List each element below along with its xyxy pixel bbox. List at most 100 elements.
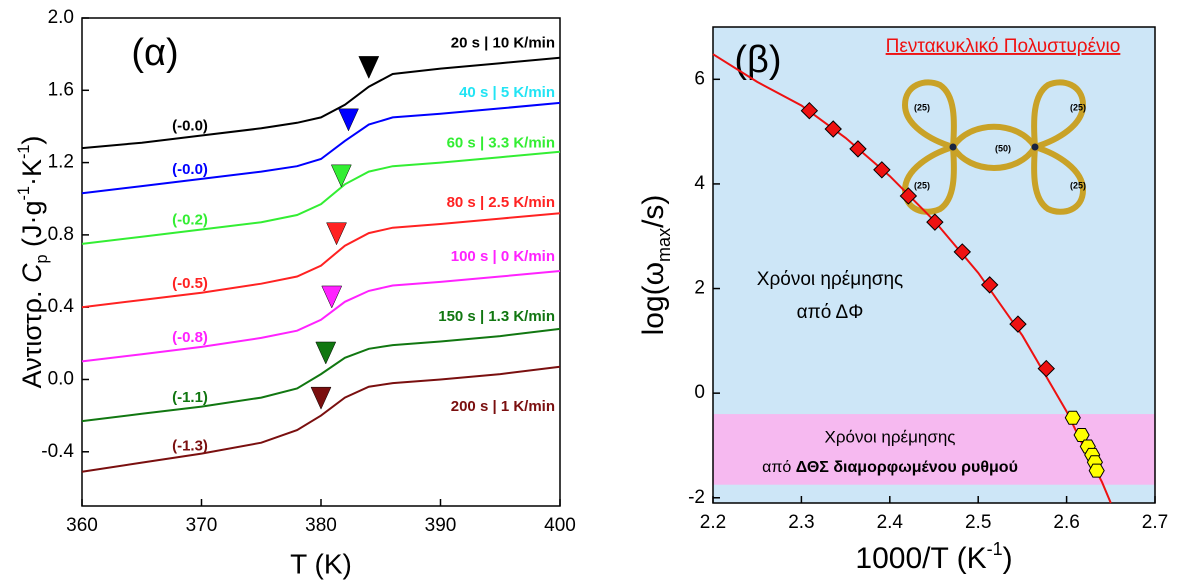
series-name: 200 s | 1 K/min	[451, 398, 555, 415]
annotation: από ΔΦ	[797, 302, 864, 323]
point	[849, 140, 867, 158]
x-tick-label: 390	[425, 515, 457, 536]
polymer-illustration	[901, 79, 1087, 215]
label-part: -1	[15, 186, 33, 200]
loop-label: (25)	[1070, 102, 1086, 112]
x-tick-label: 2.3	[788, 512, 814, 533]
point	[1037, 359, 1055, 378]
curve	[81, 150, 561, 245]
point	[980, 276, 999, 294]
curve-annotation: (-0.2)	[172, 212, 208, 229]
x-tick-label: 370	[186, 515, 218, 536]
label-part: από	[762, 459, 796, 476]
curve-annotation: (-0.0)	[172, 161, 208, 178]
axis-label: log(ωmax/s)	[637, 195, 674, 336]
plot-frame	[712, 26, 1156, 504]
curve-annotation: (-0.5)	[172, 275, 208, 292]
panel-label: (β)	[734, 39, 781, 81]
tg-marker	[310, 386, 332, 410]
tg-marker	[321, 285, 343, 309]
loop	[1031, 79, 1087, 151]
plot-frame	[81, 17, 561, 507]
curve-annotation: (-0.0)	[172, 118, 208, 135]
label-part: C	[17, 263, 47, 283]
y-tick-label: 0.4	[48, 296, 75, 317]
y-tick-label: 0.0	[48, 368, 74, 389]
x-tick-label: 400	[544, 515, 576, 536]
tg-marker	[358, 56, 380, 80]
junction	[1031, 143, 1039, 151]
curve-annotation: (-1.3)	[172, 438, 208, 455]
point	[1064, 410, 1081, 425]
axis-label: 1000/T (K-1)	[855, 539, 1012, 575]
point	[899, 187, 918, 205]
y-tick-label: 2.0	[48, 7, 74, 28]
curve	[81, 212, 561, 309]
loop-label: (25)	[914, 180, 930, 190]
y-tick-label: 1.2	[48, 152, 74, 173]
annotation: Χρόνοι ηρέμησης	[824, 427, 955, 446]
point	[926, 213, 944, 231]
label-part: )	[1003, 542, 1013, 575]
point	[824, 120, 842, 138]
x-tick-label: 360	[66, 515, 98, 536]
curve	[81, 365, 561, 473]
axis-label: Αντιστρ. Cp (J·g-1·K-1)	[15, 136, 51, 389]
label-part: )	[17, 136, 47, 145]
label-part: -1	[987, 539, 1003, 559]
label-part: log(	[637, 285, 670, 335]
x-tick-label: 2.4	[877, 512, 904, 533]
y-tick-label: 6	[694, 68, 705, 89]
label-part: p	[33, 254, 51, 263]
series-name: 20 s | 10 K/min	[451, 35, 555, 52]
label-part: ω	[637, 262, 670, 285]
curve-annotation: (-0.8)	[172, 329, 208, 346]
annotation: από ΔΘΣ διαμορφωμένου ρυθμού	[762, 459, 1018, 476]
label-part: Αντιστρ.	[17, 283, 47, 388]
label-part: ·K	[17, 159, 47, 186]
x-tick-label: 2.7	[1142, 512, 1168, 533]
label-part: /s)	[637, 195, 670, 228]
point	[1009, 315, 1027, 333]
y-tick-label: 0.8	[48, 224, 74, 245]
point	[953, 243, 971, 261]
junction	[949, 143, 957, 151]
y-tick-label: 0	[694, 382, 705, 403]
label-part: ΔΘΣ διαμορφωμένου ρυθμού	[796, 459, 1018, 476]
series-name: 150 s | 1.3 K/min	[438, 308, 555, 325]
x-tick-label: 2.2	[700, 512, 726, 533]
tg-marker	[330, 164, 352, 188]
loop-label: (50)	[995, 143, 1011, 153]
x-tick-label: 2.6	[1053, 512, 1079, 533]
y-tick-label: 4	[694, 173, 705, 194]
tg-marker	[326, 222, 347, 246]
series-name: 100 s | 0 K/min	[451, 248, 555, 265]
y-tick-label: -0.4	[41, 441, 74, 462]
label-part: -1	[15, 145, 33, 159]
loop-label: (25)	[1070, 180, 1086, 190]
y-tick-label: 1.6	[48, 79, 74, 100]
x-tick-label: 380	[305, 515, 337, 536]
panel-label: (α)	[131, 32, 178, 74]
curve	[81, 56, 561, 150]
loop-label: (25)	[914, 102, 930, 112]
point	[800, 101, 819, 120]
series-name: 60 s | 3.3 K/min	[447, 135, 555, 152]
tg-marker	[315, 341, 337, 365]
loop	[901, 143, 957, 215]
series-name: 40 s | 5 K/min	[459, 84, 555, 101]
label-part: 1000/T (K	[855, 542, 986, 575]
curve	[81, 327, 561, 423]
band	[713, 414, 1155, 485]
curve	[81, 101, 561, 195]
inset-title: Πεντακυκλικό Πολυστυρένιο	[886, 36, 1121, 57]
y-tick-label: -2	[688, 487, 705, 508]
point	[1088, 463, 1105, 478]
series-name: 80 s | 2.5 K/min	[447, 194, 555, 211]
tg-marker	[338, 108, 359, 132]
label-part: (J·g	[17, 200, 47, 254]
label-part: max	[654, 228, 674, 262]
annotation: Χρόνοι ηρέμησης	[757, 269, 903, 290]
